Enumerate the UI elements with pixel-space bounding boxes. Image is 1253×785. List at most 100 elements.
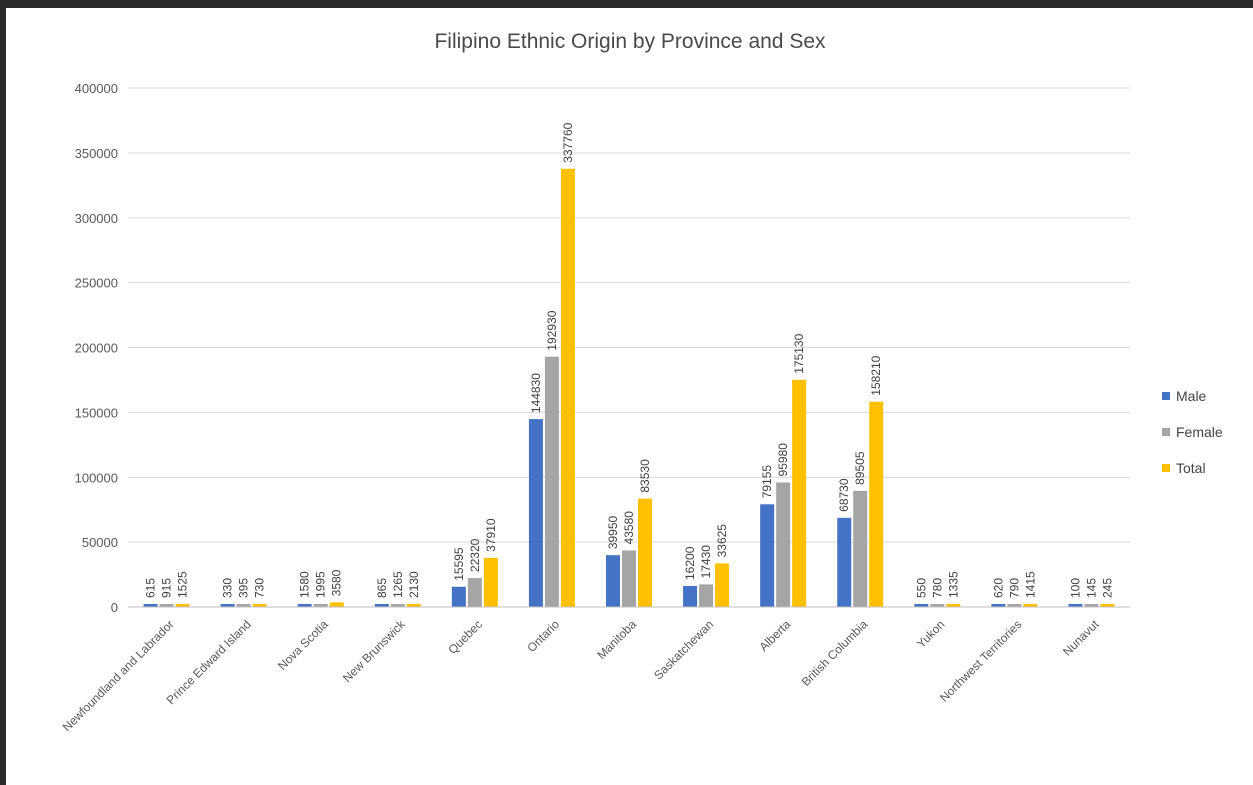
data-label: 395	[237, 578, 251, 598]
bar-male	[374, 604, 389, 607]
data-label: 158210	[869, 355, 883, 395]
bar-male	[451, 586, 466, 607]
data-label: 95980	[776, 443, 790, 477]
data-label: 68730	[837, 478, 851, 512]
bar-female	[236, 604, 251, 607]
y-tick-label: 200000	[75, 341, 118, 356]
category-label: Nova Scotia	[275, 617, 331, 673]
bar-total	[560, 168, 575, 607]
data-label: 43580	[622, 511, 636, 545]
category-label: Yukon	[914, 617, 947, 650]
bar-female	[159, 604, 174, 607]
y-tick-label: 0	[111, 600, 118, 615]
y-tick-label: 150000	[75, 405, 118, 420]
data-label: 620	[991, 578, 1005, 598]
bar-female	[544, 356, 559, 607]
bar-male	[914, 604, 929, 607]
bar-total	[715, 563, 730, 607]
bar-total	[406, 604, 421, 607]
category-label: Prince Edward Island	[164, 617, 254, 707]
legend: Male Female Total	[1162, 378, 1223, 486]
data-label: 1995	[314, 571, 328, 598]
bar-total	[252, 604, 267, 607]
data-label: 17430	[699, 545, 713, 579]
bar-female	[930, 604, 945, 607]
data-label: 3580	[330, 569, 344, 596]
bar-male	[760, 504, 775, 607]
data-label: 15595	[452, 547, 466, 581]
data-label: 33625	[715, 524, 729, 558]
data-label: 865	[375, 578, 389, 598]
category-label: New Brunswick	[340, 617, 409, 686]
bar-total	[329, 602, 344, 607]
legend-swatch-total	[1162, 464, 1170, 472]
data-label: 1415	[1023, 571, 1037, 598]
data-label: 615	[144, 578, 158, 598]
bar-female	[699, 584, 714, 607]
data-label: 144830	[529, 373, 543, 413]
chart-frame	[6, 8, 1253, 785]
category-label: Saskatchewan	[651, 617, 716, 682]
bar-female	[776, 482, 791, 607]
y-tick-label: 400000	[75, 81, 118, 96]
category-label: Quebec	[445, 617, 485, 657]
bar-male	[143, 604, 158, 607]
data-label: 245	[1100, 578, 1114, 598]
data-label: 780	[930, 578, 944, 598]
data-label: 39950	[606, 515, 620, 549]
legend-label-male: Male	[1176, 388, 1207, 404]
data-label: 145	[1084, 578, 1098, 598]
y-tick-label: 100000	[75, 470, 118, 485]
data-label: 1525	[176, 571, 190, 598]
bar-total	[869, 401, 884, 607]
bar-total	[792, 379, 807, 607]
legend-item-female: Female	[1162, 414, 1223, 450]
data-label: 1580	[298, 571, 312, 598]
data-label: 37910	[484, 518, 498, 552]
bar-total	[175, 604, 190, 607]
data-label: 89505	[853, 451, 867, 485]
legend-swatch-male	[1162, 392, 1170, 400]
chart-title: Filipino Ethnic Origin by Province and S…	[434, 30, 826, 53]
data-label: 915	[160, 578, 174, 598]
legend-label-total: Total	[1176, 460, 1206, 476]
bar-total	[946, 604, 961, 607]
data-label: 790	[1007, 578, 1021, 598]
legend-item-total: Total	[1162, 450, 1223, 486]
data-label: 83530	[638, 459, 652, 493]
data-label: 330	[221, 578, 235, 598]
category-label: Ontario	[524, 617, 562, 655]
legend-item-male: Male	[1162, 378, 1223, 414]
data-label: 2130	[407, 571, 421, 598]
data-label: 1265	[391, 571, 405, 598]
bar-male	[837, 517, 852, 607]
bar-female	[1007, 604, 1022, 607]
category-label: Manitoba	[594, 617, 639, 662]
bar-female	[467, 578, 482, 607]
y-tick-label: 300000	[75, 211, 118, 226]
data-label: 175130	[792, 333, 806, 373]
data-label: 100	[1068, 578, 1082, 598]
bar-female	[390, 604, 405, 607]
data-label: 192930	[545, 310, 559, 350]
data-label: 550	[914, 578, 928, 598]
category-label: Alberta	[756, 617, 793, 654]
data-label: 730	[253, 578, 267, 598]
bar-male	[606, 555, 620, 607]
bar-female	[1084, 604, 1099, 607]
bar-male	[220, 604, 235, 607]
data-label: 22320	[468, 538, 482, 572]
bar-total	[1100, 604, 1115, 607]
bar-male	[1068, 604, 1083, 607]
bar-male	[528, 419, 543, 607]
bar-female	[622, 550, 636, 607]
y-tick-label: 350000	[75, 146, 118, 161]
bar-male	[991, 604, 1006, 607]
bar-total	[1023, 604, 1038, 607]
bar-total	[638, 498, 652, 607]
category-label: British Columbia	[799, 617, 871, 689]
category-label: Newfoundland and Labrador	[60, 617, 177, 734]
y-tick-label: 50000	[82, 535, 118, 550]
bar-female	[313, 604, 328, 607]
